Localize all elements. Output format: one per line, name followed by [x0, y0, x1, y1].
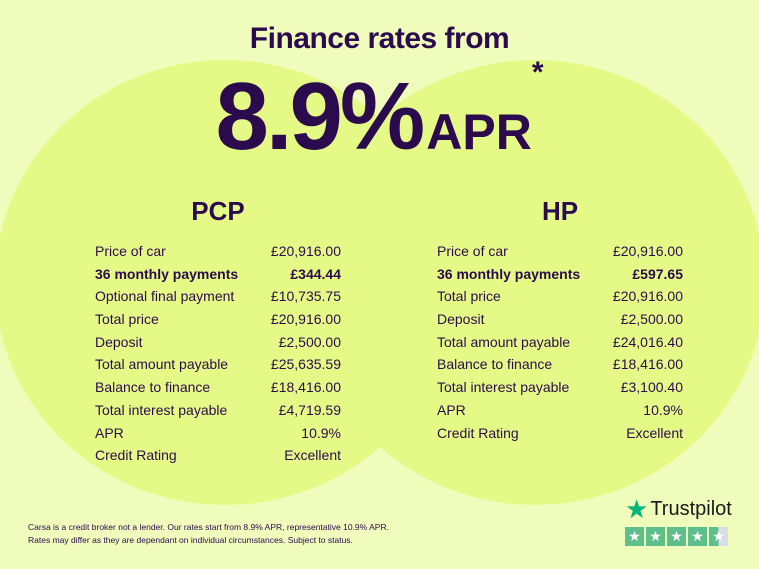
row-label: Total interest payable: [95, 401, 228, 418]
apr-label: APR: [426, 104, 532, 160]
row-label: Total amount payable: [437, 333, 571, 350]
row-label: Deposit: [95, 333, 143, 350]
row-value: £18,416.00: [270, 379, 341, 396]
disclaimer-line-2: Rates may differ as they are dependant o…: [28, 535, 353, 545]
table-row: APR 10.9%: [437, 399, 683, 422]
row-value: £20,916.00: [270, 311, 341, 328]
row-value: £2,500.00: [278, 333, 341, 350]
trustpilot-rating: ★ ★ ★ ★ ★: [625, 527, 732, 546]
row-label: Credit Rating: [95, 447, 177, 464]
headline-title: Finance rates from: [249, 22, 510, 55]
row-value: £18,416.00: [612, 356, 683, 373]
row-label: Balance to finance: [437, 356, 553, 373]
table-row: Price of car £20,916.00: [95, 240, 341, 263]
row-label: APR: [95, 424, 124, 441]
row-value: 10.9%: [643, 401, 683, 418]
row-label: Total price: [437, 288, 501, 305]
row-value: £20,916.00: [612, 243, 683, 259]
row-value: £2,500.00: [620, 311, 683, 328]
row-label: Total amount payable: [95, 356, 229, 373]
table-row: Deposit £2,500.00: [437, 308, 683, 331]
row-label: 36 monthly payments: [437, 265, 581, 282]
row-value: £20,916.00: [270, 243, 341, 259]
row-label: 36 monthly payments: [95, 265, 239, 282]
row-label: Optional final payment: [95, 288, 235, 305]
table-row: Balance to finance £18,416.00: [437, 353, 683, 376]
table-row: Total price £20,916.00: [437, 285, 683, 308]
table-row: Total interest payable £3,100.40: [437, 376, 683, 399]
row-label: Credit Rating: [437, 424, 519, 441]
table-row: Total price £20,916.00: [95, 308, 341, 331]
row-value: Excellent: [626, 424, 683, 441]
trustpilot-star-icon: ★: [625, 494, 649, 524]
table-row: Price of car £20,916.00: [437, 240, 683, 263]
trustpilot-name: Trustpilot: [650, 498, 732, 520]
row-value: Excellent: [284, 447, 341, 464]
table-row: 36 monthly payments £344.44: [95, 263, 341, 286]
rate-value: 8.9%: [215, 63, 425, 170]
row-label: Total price: [95, 311, 159, 328]
rating-star-icon: ★: [646, 527, 665, 546]
row-value: £25,635.59: [270, 356, 341, 373]
asterisk: *: [531, 56, 544, 89]
pcp-table: PCP Price of car £20,916.00 36 monthly pay…: [95, 196, 341, 467]
table-row: Total interest payable £4,719.59: [95, 399, 341, 422]
table-row: Total amount payable £25,635.59: [95, 353, 341, 376]
row-value: £10,735.75: [270, 288, 341, 305]
row-value: £3,100.40: [620, 379, 683, 396]
row-label: Price of car: [95, 243, 166, 259]
row-value: £24,016.40: [612, 333, 683, 350]
table-row: Optional final payment £10,735.75: [95, 285, 341, 308]
pcp-heading: PCP: [191, 196, 245, 226]
rating-star-icon: ★: [688, 527, 707, 546]
row-value: £597.65: [632, 265, 683, 282]
trustpilot-badge: ★ Trustpilot ★ ★ ★ ★ ★: [625, 494, 732, 546]
table-row: Credit Rating Excellent: [95, 444, 341, 467]
row-label: APR: [437, 401, 466, 418]
rating-half-star-icon: ★: [709, 527, 728, 546]
right-background-circle: [305, 60, 759, 505]
row-label: Total interest payable: [437, 379, 570, 396]
headline-rate: 8.9%APR *: [0, 56, 759, 172]
row-value: £20,916.00: [612, 288, 683, 305]
row-label: Balance to finance: [95, 379, 211, 396]
row-label: Price of car: [437, 243, 508, 259]
hp-table: HP Price of car £20,916.00 36 monthly paym…: [437, 196, 683, 444]
table-row: Credit Rating Excellent: [437, 422, 683, 445]
table-row: 36 monthly payments £597.65: [437, 263, 683, 286]
rating-star-icon: ★: [667, 527, 686, 546]
row-value: 10.9%: [301, 424, 341, 441]
hp-heading: HP: [541, 196, 579, 226]
row-value: £344.44: [290, 265, 341, 282]
row-value: £4,719.59: [278, 401, 341, 418]
disclaimer-line-1: Carsa is a credit broker not a lender. O…: [28, 522, 389, 532]
disclaimer: Carsa is a credit broker not a lender. O…: [28, 521, 389, 547]
rating-star-icon: ★: [625, 527, 644, 546]
table-row: Deposit £2,500.00: [95, 331, 341, 354]
table-row: Balance to finance £18,416.00: [95, 376, 341, 399]
table-row: Total amount payable £24,016.40: [437, 331, 683, 354]
row-label: Deposit: [437, 311, 485, 328]
table-row: APR 10.9%: [95, 422, 341, 445]
